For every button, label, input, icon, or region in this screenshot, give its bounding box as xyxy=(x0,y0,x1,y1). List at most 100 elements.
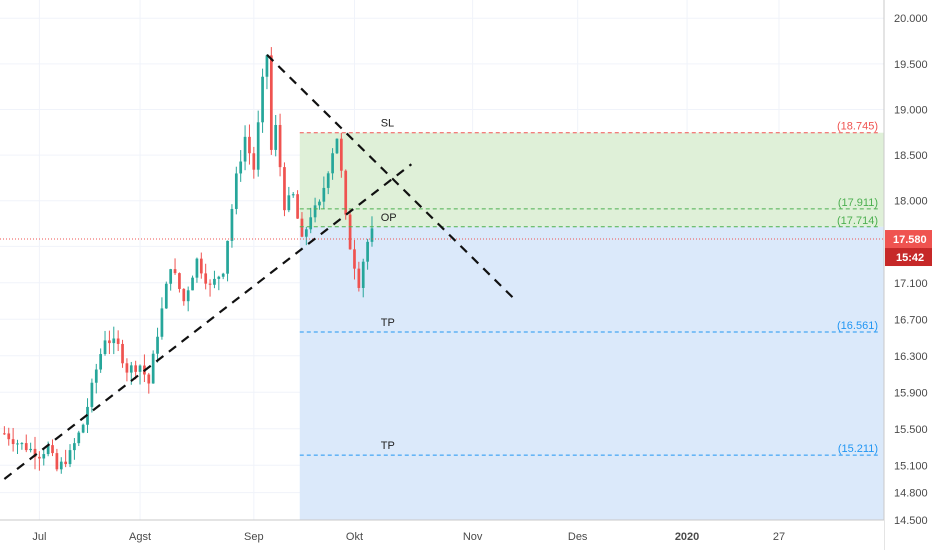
candle-body xyxy=(46,445,50,455)
candle-body xyxy=(248,136,251,154)
level-name-label: OP xyxy=(381,212,397,224)
candle-body xyxy=(94,369,98,383)
price-tick-label: 16.300 xyxy=(894,351,928,363)
candle-body xyxy=(252,153,256,170)
candle-body xyxy=(269,55,273,150)
candle-body xyxy=(138,365,142,372)
candle-body xyxy=(125,363,129,373)
candle-body xyxy=(361,261,365,288)
candle-body xyxy=(178,273,181,289)
candle-body xyxy=(81,424,85,433)
candlestick-series xyxy=(3,47,374,474)
candle-body xyxy=(169,269,173,284)
level-price-label: (16.561) xyxy=(837,320,878,332)
price-tick-label: 18.000 xyxy=(894,196,928,208)
candle-body xyxy=(59,461,63,470)
candle-body xyxy=(335,138,339,154)
price-levels: (18.745) SL (17.911) (17.714) OP (16.561) TP (1… xyxy=(0,118,884,456)
level-price-label: (17.714) xyxy=(837,215,878,227)
price-axis[interactable]: 20.00019.50019.00018.50018.00017.50017.1… xyxy=(883,0,932,550)
candle-body xyxy=(326,173,330,188)
time-tick-label: Nov xyxy=(463,531,483,543)
candle-body xyxy=(261,76,264,123)
candle-body xyxy=(42,454,46,459)
price-tick-label: 18.500 xyxy=(894,150,928,162)
candle-body xyxy=(230,208,234,241)
time-tick-label: 27 xyxy=(773,531,785,543)
candle-body xyxy=(274,124,278,150)
price-axis-bg xyxy=(884,0,932,550)
candle-body xyxy=(173,269,177,274)
current-price-badge xyxy=(885,230,932,249)
trendline[interactable] xyxy=(266,53,518,302)
candle-body xyxy=(151,353,155,384)
candle-body xyxy=(3,433,6,435)
candle-body xyxy=(221,273,225,277)
candle-body xyxy=(309,217,313,230)
candle-body xyxy=(243,136,247,162)
price-tick-label: 16.700 xyxy=(894,314,928,326)
candle-body xyxy=(116,338,120,344)
candle-body xyxy=(287,195,291,211)
candle-body xyxy=(204,273,208,284)
candle-body xyxy=(29,448,32,451)
price-tick-label: 17.100 xyxy=(894,278,928,290)
candle-body xyxy=(24,443,28,451)
candle-body xyxy=(99,354,103,370)
level-name-label: TP xyxy=(381,317,395,329)
candle-body xyxy=(357,268,361,288)
position-zones xyxy=(299,132,884,521)
level-name-label: SL xyxy=(381,118,394,130)
stop-zone xyxy=(299,132,884,227)
time-axis[interactable]: Jul Agst Sep Okt Nov Des 2020 27 xyxy=(0,519,884,550)
candle-body xyxy=(353,249,356,269)
candle-body xyxy=(339,138,343,171)
candle-body xyxy=(160,308,164,337)
price-tick-label: 14.800 xyxy=(894,488,928,500)
time-tick-label: Sep xyxy=(244,531,264,543)
candle-body xyxy=(51,445,54,454)
candle-body xyxy=(195,258,199,278)
candle-body xyxy=(199,258,203,274)
time-axis-bg xyxy=(0,520,884,550)
candle-body xyxy=(370,228,374,242)
candle-body xyxy=(134,365,138,372)
level-name-label: TP xyxy=(381,440,395,452)
trendlines[interactable] xyxy=(3,53,518,480)
candle-body xyxy=(256,122,260,170)
time-tick-label: Agst xyxy=(129,531,151,543)
time-tick-label: 2020 xyxy=(675,531,699,543)
candle-body xyxy=(304,229,308,237)
candle-body xyxy=(11,439,15,445)
candle-body xyxy=(213,278,216,285)
countdown-badge xyxy=(885,248,932,267)
candle-body xyxy=(234,173,238,209)
candle-body xyxy=(208,283,212,285)
candle-body xyxy=(265,55,269,77)
candle-body xyxy=(90,382,94,407)
candle-body xyxy=(129,365,133,373)
level-price-label: (15.211) xyxy=(838,443,878,455)
price-tick-label: 19.000 xyxy=(894,104,928,116)
price-tick-label: 19.500 xyxy=(894,59,928,71)
candle-body xyxy=(55,453,59,470)
candle-body xyxy=(318,201,321,206)
candle-body xyxy=(344,170,348,215)
target-zone xyxy=(299,226,884,521)
candle-body xyxy=(38,456,41,459)
candle-body xyxy=(283,167,286,211)
candle-body xyxy=(278,124,282,168)
candle-body xyxy=(331,153,334,174)
candle-body xyxy=(348,214,352,250)
level-price-label: (18.745) xyxy=(837,121,878,133)
candle-body xyxy=(164,283,168,309)
trendline[interactable] xyxy=(3,163,413,480)
candle-body xyxy=(77,432,81,444)
price-tick-label: 14.500 xyxy=(894,515,928,527)
candle-body xyxy=(217,276,221,279)
candle-body xyxy=(191,277,194,291)
candle-body xyxy=(182,288,186,302)
countdown-label: 15:42 xyxy=(896,252,924,264)
candle-body xyxy=(147,374,151,384)
